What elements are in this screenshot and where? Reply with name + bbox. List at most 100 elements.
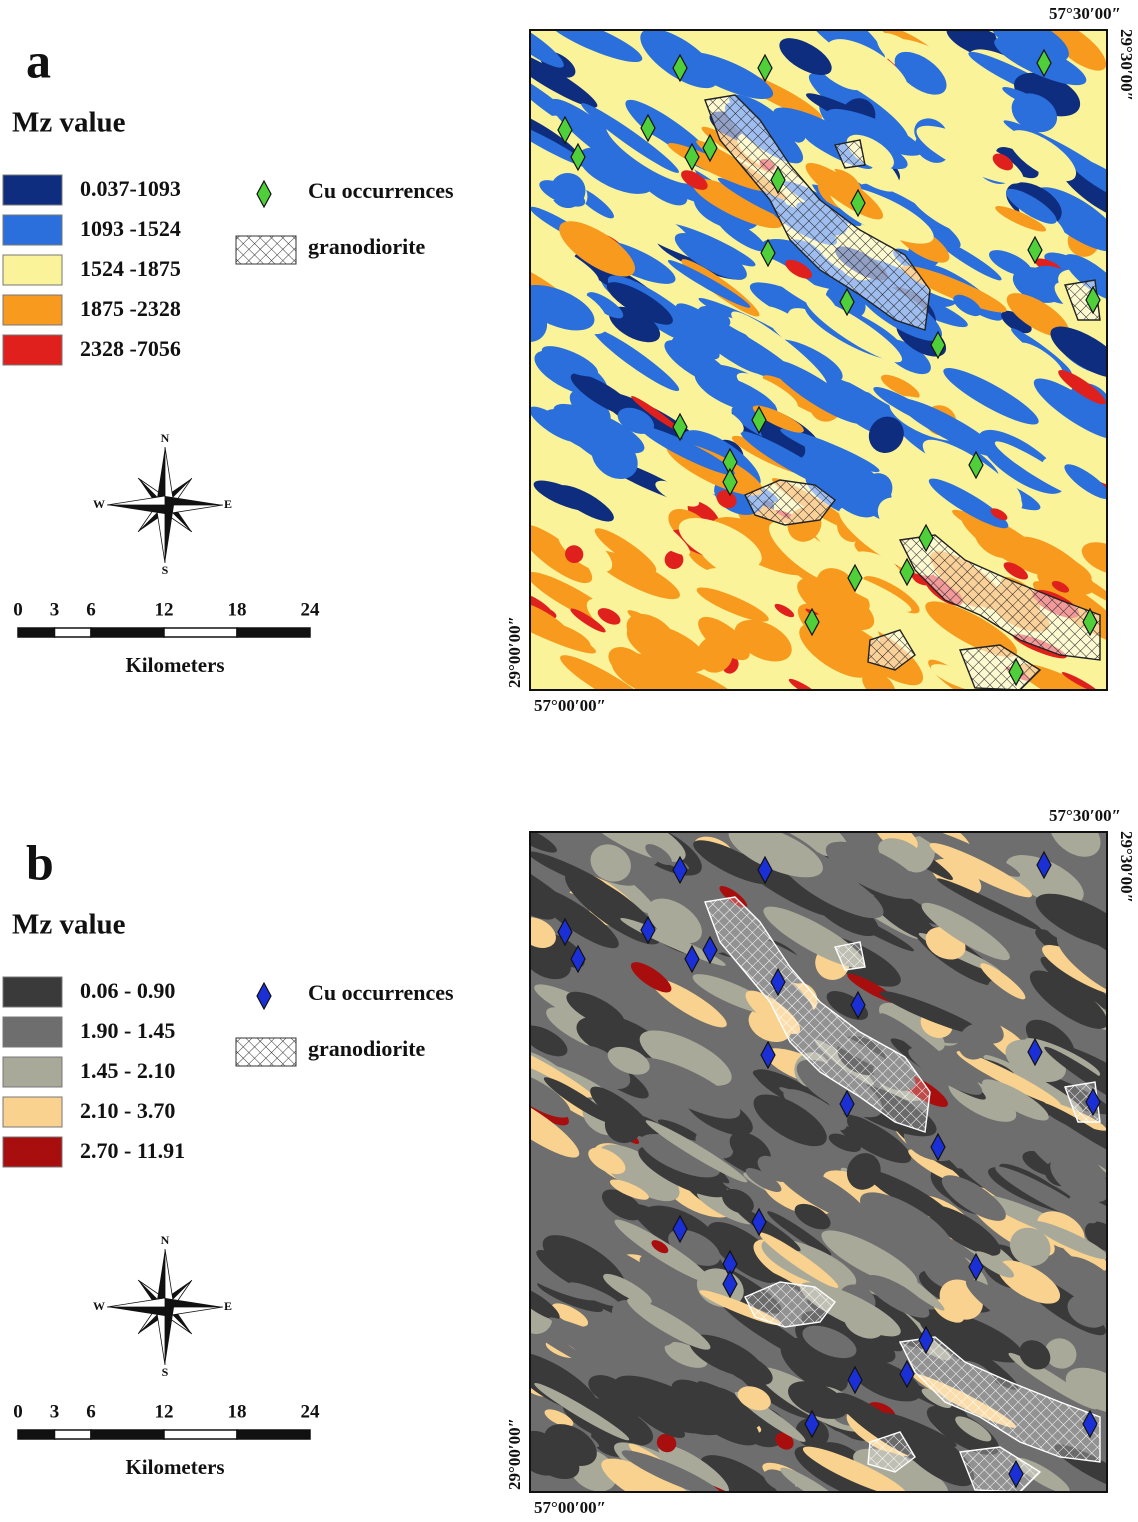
scale-segment: [236, 1429, 311, 1440]
granodiorite: [744, 1281, 836, 1328]
map-patch: [952, 509, 1031, 549]
map-patch: [941, 1175, 1006, 1221]
cu-occurrence: [1008, 657, 1024, 687]
map-patch: [737, 1386, 771, 1411]
map-patch: [1044, 1338, 1077, 1369]
map-patch: [852, 551, 901, 579]
legend-swatch: [2, 174, 63, 206]
map-patch: [937, 239, 1002, 281]
cu-occurrence: [1036, 48, 1052, 78]
map-patch: [801, 1311, 896, 1364]
map-patch: [565, 545, 584, 564]
map-patch: [948, 340, 1024, 394]
map-patch: [1018, 663, 1107, 690]
map-patch: [530, 1286, 560, 1320]
cu-occurrence: [850, 990, 866, 1020]
coord-label: 29°00′00″: [505, 1418, 524, 1490]
coord-label: 57°30′00″: [1049, 806, 1121, 825]
map-patch: [536, 1249, 609, 1298]
map-patch: [651, 1240, 669, 1254]
map-patch: [828, 1133, 861, 1152]
map-patch: [628, 863, 691, 898]
compass-point: [165, 1298, 223, 1307]
map-patch: [601, 1189, 643, 1221]
map-patch: [722, 1189, 754, 1214]
legend-label: Cu occurrences: [308, 178, 454, 203]
cu-occurrence: [1082, 1409, 1098, 1439]
cu-occurrence: [672, 855, 688, 885]
map-patch: [530, 1071, 571, 1118]
map-patch: [1049, 832, 1101, 857]
cu-occurrence: [918, 1325, 934, 1355]
map-patch: [995, 205, 1047, 232]
map-patch: [660, 665, 745, 690]
map-patch: [647, 898, 702, 944]
map-patch: [931, 859, 982, 895]
cu-occurrence: [1085, 1087, 1101, 1117]
legend-hatch: [235, 1037, 297, 1067]
map-patch: [955, 1416, 992, 1442]
map-patch: [530, 1304, 594, 1368]
cu-occurrence: [702, 133, 718, 163]
map-patch: [826, 108, 923, 156]
map-patch: [797, 577, 875, 631]
map-patch: [570, 608, 606, 633]
scale-label: 18: [228, 599, 247, 620]
cu-occurrence: [847, 1365, 863, 1395]
map-patch: [753, 1094, 827, 1147]
map-patch: [530, 1025, 568, 1057]
map-patch: [621, 1450, 722, 1493]
map-patch: [928, 478, 1009, 529]
map-patch: [780, 428, 880, 473]
compass-point: [156, 447, 165, 505]
map-patch: [958, 1023, 993, 1060]
map-patch: [881, 374, 920, 399]
map-patch: [752, 1070, 797, 1093]
compass-s: S: [162, 1365, 169, 1379]
map-patch: [868, 416, 904, 453]
map-patch: [530, 284, 595, 331]
map-patch: [879, 1002, 945, 1052]
legend-marker: [256, 981, 272, 1011]
cu-occurrence: [640, 113, 656, 143]
map-patch: [1084, 1221, 1107, 1251]
scale-segment: [53, 1429, 92, 1440]
map-patch: [849, 1358, 922, 1402]
legend-label: 1.90 - 1.45: [80, 1018, 175, 1043]
map-patch: [530, 49, 598, 108]
map-patch: [974, 1251, 1014, 1278]
map-patch: [859, 1192, 955, 1257]
coord-label: 57°00′00″: [534, 696, 606, 715]
map-patch: [658, 1444, 729, 1493]
cu-occurrence: [757, 855, 773, 885]
map-patch: [691, 178, 783, 229]
map-patch: [597, 608, 621, 625]
map-patch: [965, 1279, 1035, 1331]
map-patch: [697, 636, 733, 673]
cu-occurrence: [760, 1040, 776, 1070]
map-patch: [846, 1153, 881, 1190]
scale-segment: [236, 627, 311, 638]
map-frame: [529, 29, 1108, 691]
map-patch: [760, 420, 806, 459]
cu-occurrence: [672, 1214, 688, 1244]
scale-label: 24: [301, 1401, 321, 1422]
granodiorite: [744, 479, 836, 526]
map-patch: [1003, 562, 1029, 580]
legend-label: granodiorite: [308, 1036, 426, 1061]
map-patch: [953, 294, 982, 317]
map-patch: [559, 221, 636, 277]
cu-occurrence: [770, 967, 786, 997]
map-patch: [921, 902, 1010, 961]
map-patch: [600, 491, 691, 556]
map-patch: [630, 962, 672, 993]
map-patch: [1044, 1046, 1107, 1107]
map-patch: [936, 878, 1041, 931]
map-patch: [581, 103, 679, 173]
scale-label: 0: [13, 1401, 23, 1422]
map-patch: [927, 1205, 1001, 1256]
map-patch: [639, 1030, 732, 1086]
map-patch: [627, 1298, 711, 1350]
compass-w: W: [93, 1299, 105, 1313]
map-patch: [794, 1203, 831, 1230]
